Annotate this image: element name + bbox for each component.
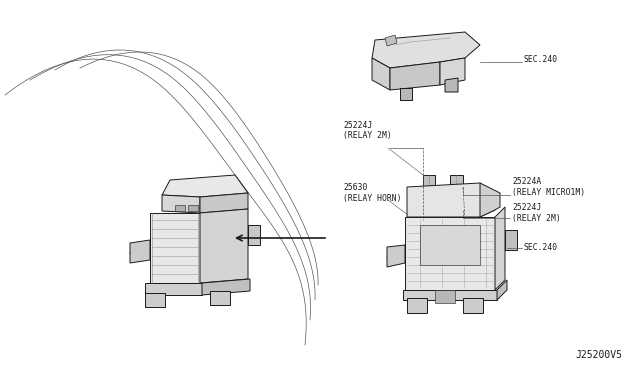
Polygon shape [440, 58, 465, 85]
Polygon shape [450, 175, 463, 187]
Polygon shape [435, 290, 455, 303]
Circle shape [150, 295, 160, 305]
Polygon shape [463, 298, 483, 313]
Polygon shape [162, 195, 200, 213]
Polygon shape [210, 291, 230, 305]
Polygon shape [248, 225, 260, 245]
Circle shape [467, 299, 479, 311]
Polygon shape [407, 298, 427, 313]
Text: 25224J
(RELAY 2M): 25224J (RELAY 2M) [512, 203, 561, 223]
Polygon shape [407, 183, 495, 217]
Text: SEC.240: SEC.240 [524, 244, 558, 253]
Polygon shape [372, 32, 480, 68]
Polygon shape [495, 207, 505, 290]
Circle shape [130, 247, 142, 259]
Polygon shape [403, 290, 497, 300]
Polygon shape [390, 62, 440, 90]
Polygon shape [420, 225, 480, 265]
Polygon shape [145, 293, 165, 307]
Polygon shape [372, 58, 390, 90]
Polygon shape [145, 283, 202, 295]
Polygon shape [400, 88, 412, 100]
Polygon shape [162, 175, 248, 197]
Polygon shape [387, 245, 405, 267]
Polygon shape [130, 240, 150, 263]
Polygon shape [150, 213, 200, 283]
Text: SEC.240: SEC.240 [524, 55, 558, 64]
Polygon shape [200, 193, 248, 213]
Polygon shape [505, 230, 517, 250]
Text: 25224A
(RELAY MICRO1M): 25224A (RELAY MICRO1M) [512, 177, 585, 197]
Text: 25224J
(RELAY 2M): 25224J (RELAY 2M) [343, 121, 392, 140]
Polygon shape [188, 205, 198, 211]
Circle shape [215, 293, 225, 303]
Polygon shape [445, 78, 458, 92]
Polygon shape [200, 209, 248, 283]
Text: J25200V5: J25200V5 [575, 350, 622, 360]
Polygon shape [480, 183, 500, 217]
Polygon shape [423, 175, 435, 187]
Polygon shape [175, 205, 185, 211]
Text: 25630
(RELAY HORN): 25630 (RELAY HORN) [343, 183, 401, 203]
Polygon shape [385, 35, 397, 46]
Circle shape [412, 299, 422, 311]
Polygon shape [202, 279, 250, 295]
Circle shape [387, 251, 399, 263]
Polygon shape [405, 217, 495, 290]
Polygon shape [497, 280, 507, 300]
